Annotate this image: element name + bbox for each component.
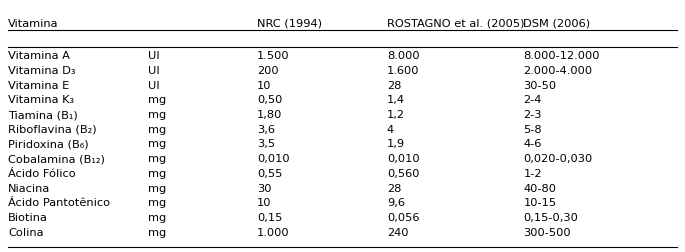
Text: Colina: Colina <box>8 228 44 238</box>
Text: Tiamina (B₁): Tiamina (B₁) <box>8 110 78 120</box>
Text: ROSTAGNO et al. (2005): ROSTAGNO et al. (2005) <box>387 19 524 29</box>
Text: mg: mg <box>148 95 166 105</box>
Text: mg: mg <box>148 139 166 149</box>
Text: Riboflavina (B₂): Riboflavina (B₂) <box>8 125 97 135</box>
Text: 0,55: 0,55 <box>258 169 283 179</box>
Text: 5-8: 5-8 <box>523 125 542 135</box>
Text: Cobalamina (B₁₂): Cobalamina (B₁₂) <box>8 154 105 164</box>
Text: 1,2: 1,2 <box>387 110 405 120</box>
Text: 0,560: 0,560 <box>387 169 419 179</box>
Text: mg: mg <box>148 154 166 164</box>
Text: Ácido Pantotênico: Ácido Pantotênico <box>8 198 110 208</box>
Text: 3,6: 3,6 <box>258 125 275 135</box>
Text: mg: mg <box>148 198 166 208</box>
Text: 40-80: 40-80 <box>523 183 556 194</box>
Text: 0,010: 0,010 <box>387 154 419 164</box>
Text: UI: UI <box>148 66 160 76</box>
Text: 2.000-4.000: 2.000-4.000 <box>523 66 593 76</box>
Text: mg: mg <box>148 169 166 179</box>
Text: DSM (2006): DSM (2006) <box>523 19 590 29</box>
Text: 28: 28 <box>387 81 401 91</box>
Text: Vitamina A: Vitamina A <box>8 51 70 61</box>
Text: 8.000: 8.000 <box>387 51 419 61</box>
Text: 8.000-12.000: 8.000-12.000 <box>523 51 600 61</box>
Text: mg: mg <box>148 110 166 120</box>
Text: 1.500: 1.500 <box>258 51 290 61</box>
Text: Vitamina D₃: Vitamina D₃ <box>8 66 76 76</box>
Text: mg: mg <box>148 183 166 194</box>
Text: Ácido Fólico: Ácido Fólico <box>8 169 76 179</box>
Text: 0,15: 0,15 <box>258 213 283 223</box>
Text: 4: 4 <box>387 125 394 135</box>
Text: 0,056: 0,056 <box>387 213 419 223</box>
Text: 30: 30 <box>258 183 272 194</box>
Text: 0,50: 0,50 <box>258 95 283 105</box>
Text: 10: 10 <box>258 81 272 91</box>
Text: 1,80: 1,80 <box>258 110 283 120</box>
Text: 3,5: 3,5 <box>258 139 275 149</box>
Text: mg: mg <box>148 125 166 135</box>
Text: 1-2: 1-2 <box>523 169 542 179</box>
Text: Biotina: Biotina <box>8 213 48 223</box>
Text: 200: 200 <box>258 66 279 76</box>
Text: Vitamina E: Vitamina E <box>8 81 69 91</box>
Text: 1.600: 1.600 <box>387 66 419 76</box>
Text: 10: 10 <box>258 198 272 208</box>
Text: 30-50: 30-50 <box>523 81 556 91</box>
Text: mg: mg <box>148 228 166 238</box>
Text: Piridoxina (B₆): Piridoxina (B₆) <box>8 139 89 149</box>
Text: 1,4: 1,4 <box>387 95 405 105</box>
Text: 300-500: 300-500 <box>523 228 571 238</box>
Text: 0,020-0,030: 0,020-0,030 <box>523 154 593 164</box>
Text: UI: UI <box>148 81 160 91</box>
Text: 0,15-0,30: 0,15-0,30 <box>523 213 578 223</box>
Text: NRC (1994): NRC (1994) <box>258 19 322 29</box>
Text: 2-3: 2-3 <box>523 110 542 120</box>
Text: 9,6: 9,6 <box>387 198 405 208</box>
Text: Niacina: Niacina <box>8 183 51 194</box>
Text: UI: UI <box>148 51 160 61</box>
Text: 0,010: 0,010 <box>258 154 290 164</box>
Text: 10-15: 10-15 <box>523 198 556 208</box>
Text: 240: 240 <box>387 228 408 238</box>
Text: Vitamina K₃: Vitamina K₃ <box>8 95 75 105</box>
Text: mg: mg <box>148 213 166 223</box>
Text: Vitamina: Vitamina <box>8 19 59 29</box>
Text: 1,9: 1,9 <box>387 139 405 149</box>
Text: 4-6: 4-6 <box>523 139 542 149</box>
Text: 1.000: 1.000 <box>258 228 290 238</box>
Text: 28: 28 <box>387 183 401 194</box>
Text: 2-4: 2-4 <box>523 95 542 105</box>
